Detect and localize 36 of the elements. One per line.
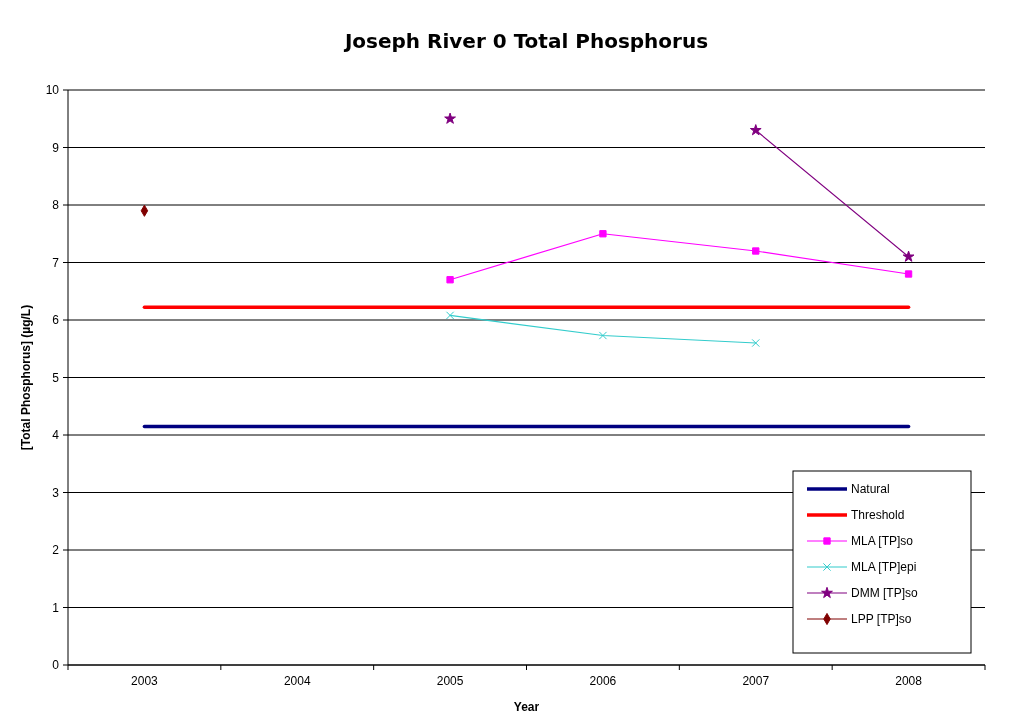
point	[444, 112, 456, 124]
x-tick-label: 2006	[589, 674, 617, 688]
x-axis-title: Year	[513, 700, 540, 714]
y-tick-label: 3	[52, 485, 60, 500]
point	[902, 250, 915, 262]
legend-label: LPP [TP]so	[851, 612, 912, 627]
point	[598, 331, 608, 340]
point	[599, 230, 607, 238]
x-tick-label: 2007	[742, 674, 770, 688]
point	[445, 311, 455, 320]
y-tick-label: 2	[52, 543, 60, 558]
point	[446, 276, 454, 284]
y-tick-label: 10	[45, 83, 60, 98]
y-tick-label: 4	[52, 428, 60, 443]
point	[904, 270, 913, 278]
legend-label: Threshold	[851, 508, 905, 523]
legend-label: MLA [TP]epi	[851, 560, 917, 575]
y-tick-label: 8	[52, 198, 60, 213]
point	[752, 247, 760, 255]
y-tick-label: 5	[52, 370, 60, 385]
x-tick-label: 2003	[131, 674, 159, 688]
point	[749, 124, 762, 136]
chart-title: Joseph River 0 Total Phosphorus	[342, 29, 709, 53]
x-tick-label: 2008	[895, 674, 923, 688]
legend-label: Natural	[851, 482, 890, 497]
point	[751, 338, 760, 348]
y-tick-label: 0	[52, 658, 60, 673]
y-tick-label: 6	[52, 313, 60, 328]
x-tick-label: 2005	[436, 674, 464, 688]
y-tick-label: 1	[52, 600, 60, 615]
legend-label: MLA [TP]so	[851, 534, 914, 549]
legend-label: DMM [TP]so	[851, 586, 918, 601]
x-tick-label: 2004	[283, 674, 311, 688]
y-tick-label: 7	[52, 255, 60, 270]
y-axis-title: [Total Phosphorus] (µg/L)	[19, 304, 33, 451]
y-tick-label: 9	[52, 140, 60, 155]
